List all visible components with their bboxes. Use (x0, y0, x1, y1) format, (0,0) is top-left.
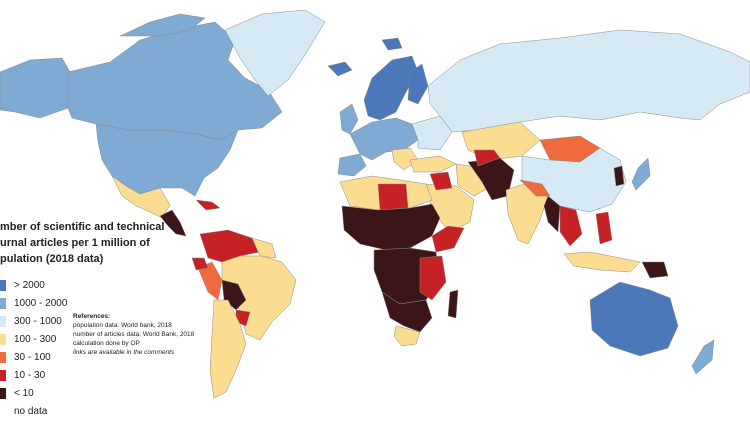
references-heading: References: (73, 313, 111, 320)
legend-swatch (0, 315, 6, 327)
region-guianas (251, 237, 277, 259)
legend-label: < 10 (14, 387, 34, 399)
region-horn-of-africa (431, 225, 465, 253)
map-title-line-3: pulation (2018 data) (0, 253, 104, 265)
map-title-line-2: urnal articles per 1 million of (0, 237, 150, 249)
region-caribbean (195, 199, 221, 211)
references-line: calculation done by OP (73, 340, 140, 347)
region-central-asia-south (473, 149, 501, 167)
region-myanmar (543, 195, 561, 233)
references-line: population data: World bank, 2018 (73, 322, 172, 329)
region-libya (377, 183, 409, 211)
region-mexico (111, 175, 171, 219)
region-indonesia (563, 251, 641, 273)
region-nepal-bangladesh (519, 179, 551, 197)
region-finland (407, 63, 429, 105)
legend-item: 10 - 30 (0, 368, 45, 382)
region-south-africa (393, 325, 421, 347)
legend-swatch (0, 351, 6, 363)
legend-item: 300 - 1000 (0, 314, 62, 328)
region-east-africa (419, 255, 447, 301)
region-svalbard (381, 37, 403, 51)
region-ecuador (191, 257, 209, 271)
region-central-america (159, 209, 187, 237)
region-peru (197, 261, 223, 301)
map-title: mber of scientific and technical urnal a… (0, 219, 175, 267)
legend-label: 100 - 300 (14, 333, 57, 345)
region-new-zealand (691, 339, 715, 375)
legend-label: no data (14, 405, 48, 417)
region-turkey (409, 155, 457, 173)
region-iberia (337, 153, 367, 177)
region-madagascar (447, 289, 459, 319)
region-argentina-chile (209, 299, 247, 399)
legend-item: 1000 - 2000 (0, 296, 67, 310)
legend-swatch (0, 369, 6, 381)
legend-label: 30 - 100 (14, 351, 51, 363)
region-russia (427, 29, 750, 133)
legend-swatch (0, 279, 6, 291)
legend-label: 10 - 30 (14, 369, 46, 381)
region-arctic-islands (119, 13, 206, 37)
region-greenland (224, 9, 326, 97)
region-southern-africa (381, 291, 433, 333)
region-southeast-asia (559, 205, 583, 247)
region-papua (641, 261, 669, 279)
legend-item: no data (0, 404, 47, 418)
region-korea (613, 165, 625, 187)
region-australia (589, 281, 679, 357)
legend-label: > 2000 (14, 279, 45, 291)
legend-swatch (0, 333, 6, 345)
region-iceland (327, 61, 353, 77)
references-block: References: population data: World bank,… (73, 312, 233, 357)
map-title-line-1: mber of scientific and technical (0, 221, 165, 233)
region-japan (631, 157, 651, 191)
region-usa (95, 123, 239, 197)
legend-label: 1000 - 2000 (14, 297, 68, 309)
legend-item: 100 - 300 (0, 332, 56, 346)
region-venezuela-colombia (199, 229, 261, 263)
region-sahel (341, 203, 441, 251)
region-iraq-syria (429, 171, 453, 191)
references-note: links are available in the comments (73, 349, 175, 356)
legend-item: 30 - 100 (0, 350, 51, 364)
legend-item: < 10 (0, 386, 34, 400)
legend-label: 300 - 1000 (14, 315, 62, 327)
legend-swatch (0, 387, 6, 399)
region-philippines (595, 211, 613, 245)
legend-swatch (0, 405, 6, 417)
references-line: number of articles data: World Bank, 201… (73, 331, 195, 338)
region-alaska (0, 57, 71, 119)
region-uk (339, 103, 359, 135)
legend-swatch (0, 297, 6, 309)
legend-item: > 2000 (0, 278, 45, 292)
